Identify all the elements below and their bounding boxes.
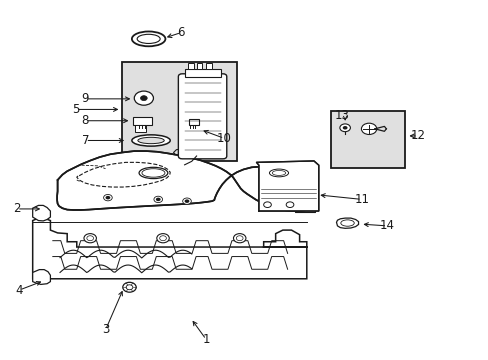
- Ellipse shape: [137, 34, 160, 44]
- Circle shape: [87, 236, 93, 241]
- Polygon shape: [33, 206, 50, 221]
- Circle shape: [236, 236, 243, 241]
- Polygon shape: [256, 161, 318, 211]
- Circle shape: [183, 198, 191, 204]
- Text: 2: 2: [13, 202, 20, 215]
- Circle shape: [103, 194, 112, 201]
- Circle shape: [285, 202, 293, 207]
- Circle shape: [134, 91, 153, 105]
- Polygon shape: [33, 270, 50, 284]
- FancyBboxPatch shape: [206, 63, 211, 69]
- Circle shape: [105, 196, 110, 199]
- Polygon shape: [33, 218, 306, 279]
- Text: 8: 8: [81, 114, 89, 127]
- FancyBboxPatch shape: [187, 63, 193, 69]
- Text: 7: 7: [81, 134, 89, 147]
- FancyBboxPatch shape: [135, 125, 145, 132]
- Circle shape: [342, 126, 347, 130]
- Text: 4: 4: [16, 284, 23, 297]
- Text: 11: 11: [354, 193, 368, 206]
- Circle shape: [263, 202, 271, 207]
- Text: 12: 12: [409, 129, 425, 143]
- FancyBboxPatch shape: [133, 117, 152, 125]
- Circle shape: [126, 285, 133, 290]
- Ellipse shape: [138, 137, 164, 144]
- Polygon shape: [336, 218, 358, 228]
- Circle shape: [339, 124, 350, 132]
- Text: 3: 3: [102, 323, 109, 337]
- FancyBboxPatch shape: [178, 74, 226, 159]
- Ellipse shape: [132, 31, 165, 46]
- Ellipse shape: [132, 135, 170, 146]
- Circle shape: [361, 123, 376, 135]
- FancyBboxPatch shape: [330, 111, 404, 168]
- Text: 5: 5: [72, 103, 80, 116]
- Circle shape: [184, 199, 189, 203]
- Circle shape: [157, 234, 169, 243]
- Circle shape: [140, 96, 147, 100]
- Circle shape: [233, 234, 245, 243]
- Text: 9: 9: [81, 93, 89, 105]
- Circle shape: [154, 196, 162, 203]
- FancyBboxPatch shape: [196, 63, 202, 69]
- FancyBboxPatch shape: [184, 69, 220, 77]
- Text: 1: 1: [202, 333, 209, 346]
- Circle shape: [160, 236, 166, 241]
- FancyBboxPatch shape: [122, 62, 237, 161]
- Text: 6: 6: [177, 26, 184, 39]
- Text: 14: 14: [379, 219, 394, 232]
- Circle shape: [122, 282, 136, 292]
- Text: 13: 13: [334, 109, 348, 122]
- FancyBboxPatch shape: [188, 119, 199, 125]
- Polygon shape: [57, 151, 317, 211]
- Circle shape: [156, 198, 160, 201]
- Text: 10: 10: [217, 132, 231, 145]
- Circle shape: [84, 234, 96, 243]
